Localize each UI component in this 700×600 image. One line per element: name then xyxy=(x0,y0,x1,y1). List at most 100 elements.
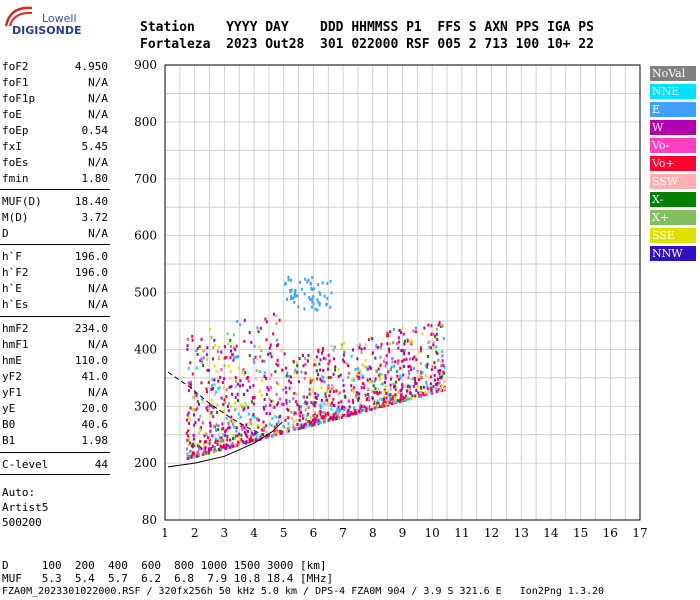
param-name: foF1p xyxy=(2,92,36,105)
param-row-hmf1: hmF1 N/A xyxy=(2,338,108,353)
legend-item-vo: Vo+ xyxy=(650,156,696,171)
param-row-hmf2: hmF2 234.0 xyxy=(2,322,108,337)
param-row-fxi: fxI 5.45 xyxy=(2,140,108,155)
param-row-fof1: foF1 N/A xyxy=(2,76,108,91)
legend-item-x: X- xyxy=(650,192,696,207)
param-row-d: D N/A xyxy=(2,227,108,242)
x-tick-label: 17 xyxy=(632,526,647,540)
param-value: N/A xyxy=(88,338,108,351)
param-value: 5.45 xyxy=(81,140,109,153)
x-tick-label: 15 xyxy=(573,526,588,540)
param-name: yF2 xyxy=(2,370,22,383)
legend-item-vo: Vo- xyxy=(650,138,696,153)
param-row-ye: yE 20.0 xyxy=(2,402,108,417)
header-values: Fortaleza 2023 Out28 301 022000 RSF 005 … xyxy=(140,37,594,52)
y-tick-label: 800 xyxy=(134,115,157,129)
param-row-hme: hmE 110.0 xyxy=(2,354,108,369)
y-tick-label: 600 xyxy=(134,229,157,243)
param-row-fmin: fmin 1.80 xyxy=(2,172,108,187)
y-tick-label: 300 xyxy=(134,399,157,413)
y-tick-label: 700 xyxy=(134,172,157,186)
param-value: 196.0 xyxy=(74,250,108,263)
x-tick-label: 12 xyxy=(484,526,499,540)
muf-row: MUF 5.3 5.4 5.7 6.2 6.8 7.9 10.8 18.4 [M… xyxy=(2,572,334,585)
param-name: foF1 xyxy=(2,76,29,89)
y-tick-label: 80 xyxy=(142,513,157,527)
param-value: N/A xyxy=(88,76,108,89)
param-value: 0.54 xyxy=(81,124,109,137)
param-value: N/A xyxy=(88,156,108,169)
param-value: 44 xyxy=(94,458,108,471)
param-value: 40.6 xyxy=(81,418,109,431)
echo-trace-points xyxy=(185,275,446,460)
x-tick-label: 8 xyxy=(369,526,377,540)
plot-frame xyxy=(164,64,641,521)
param-name: D xyxy=(2,227,9,240)
param-row-fof2: foF2 4.950 xyxy=(2,60,108,75)
y-tick-label: 400 xyxy=(134,342,157,356)
param-value: N/A xyxy=(88,282,108,295)
x-tick-label: 2 xyxy=(191,526,199,540)
param-row-hf: h`F 196.0 xyxy=(2,250,108,265)
param-row-md: M(D) 3.72 xyxy=(2,211,108,226)
x-tick-label: 7 xyxy=(339,526,347,540)
param-name: foF2 xyxy=(2,60,29,73)
profile-trace xyxy=(167,371,264,436)
y-tick-label: 500 xyxy=(134,286,157,300)
param-name: C-level xyxy=(2,458,49,471)
param-value: 3.72 xyxy=(81,211,109,224)
param-value: N/A xyxy=(88,298,108,311)
footer-info: FZA0M_2023301022000.RSF / 320fx256h 50 k… xyxy=(2,586,605,597)
param-value: N/A xyxy=(88,386,108,399)
logo-digisonde: DIGISONDE xyxy=(12,24,82,37)
distance-row: D 100 200 400 600 800 1000 1500 3000 [km… xyxy=(2,559,327,572)
param-row-he: h`E N/A xyxy=(2,282,108,297)
legend-item-x: X+ xyxy=(650,210,696,225)
legend-item-sse: SSE xyxy=(650,228,696,243)
param-row-b0: B0 40.6 xyxy=(2,418,108,433)
param-name: B0 xyxy=(2,418,16,431)
param-name: M(D) xyxy=(2,211,29,224)
param-value: N/A xyxy=(88,92,108,105)
logo-lowell: Lowell xyxy=(42,12,77,25)
y-tick-label: 900 xyxy=(134,60,157,72)
x-tick-label: 10 xyxy=(425,526,440,540)
param-separator xyxy=(0,474,110,475)
param-row-foe: foE N/A xyxy=(2,108,108,123)
param-value: 1.80 xyxy=(81,172,109,185)
param-value: 41.0 xyxy=(81,370,109,383)
param-row-foes: foEs N/A xyxy=(2,156,108,171)
param-value: 20.0 xyxy=(81,402,109,415)
legend-item-nnw: NNW xyxy=(650,246,696,261)
x-tick-label: 14 xyxy=(543,526,559,540)
param-name: foEs xyxy=(2,156,29,169)
param-value: 196.0 xyxy=(74,266,108,279)
y-tick-label: 200 xyxy=(134,456,157,470)
param-name: foEp xyxy=(2,124,29,137)
legend-item-ssw: SSW xyxy=(650,174,696,189)
param-row-clevel: C-level 44 xyxy=(2,458,108,473)
param-name: h`F2 xyxy=(2,266,29,279)
param-row-foep: foEp 0.54 xyxy=(2,124,108,139)
x-tick-label: 16 xyxy=(603,526,618,540)
legend-item-nne: NNE xyxy=(650,84,696,99)
param-value: 4.950 xyxy=(74,60,108,73)
legend-item-e: E xyxy=(650,102,696,117)
virtual-height-trace xyxy=(167,421,283,468)
param-row-yf2: yF2 41.0 xyxy=(2,370,108,385)
param-name: MUF(D) xyxy=(2,195,42,208)
auto-label: Auto: xyxy=(2,486,36,499)
param-row-hf2: h`F2 196.0 xyxy=(2,266,108,281)
param-name: B1 xyxy=(2,434,16,447)
x-tick-label: 13 xyxy=(514,526,529,540)
param-name: fmin xyxy=(2,172,29,185)
legend-item-w: W xyxy=(650,120,696,135)
param-value: 1.98 xyxy=(81,434,109,447)
x-tick-label: 3 xyxy=(221,526,229,540)
header-labels: Station YYYY DAY DDD HHMMSS P1 FFS S AXN… xyxy=(140,20,594,35)
artist-version: Artist5 xyxy=(2,501,49,514)
param-name: h`Es xyxy=(2,298,29,311)
x-tick-label: 5 xyxy=(280,526,288,540)
param-name: yF1 xyxy=(2,386,22,399)
param-name: foE xyxy=(2,108,22,121)
